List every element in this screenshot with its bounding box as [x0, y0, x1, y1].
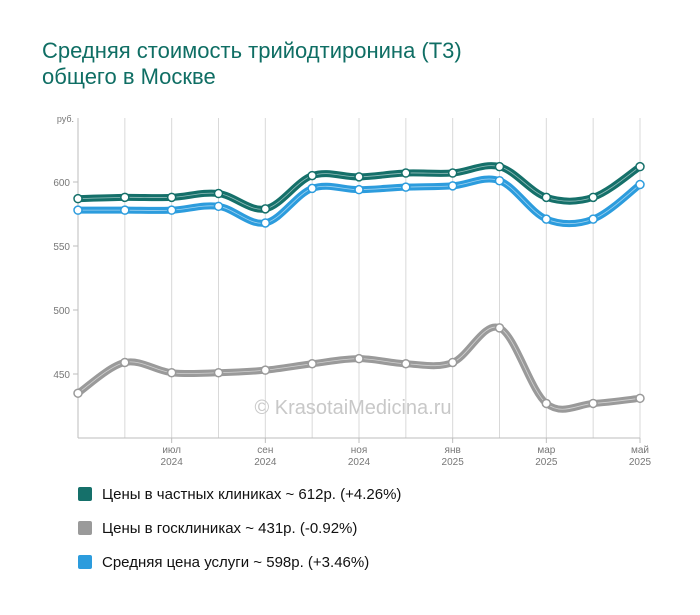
legend-label-public: Цены в госклиниках ~ 431р. (-0.92%)	[102, 519, 358, 537]
data-point-private	[588, 192, 598, 203]
y-tick-label: 500	[53, 306, 70, 317]
y-tick-label: 450	[53, 370, 70, 381]
data-point-private	[494, 161, 505, 172]
data-point-average	[494, 175, 505, 186]
data-point-public	[401, 359, 411, 369]
price-line-chart: 450500550600руб.июл2024сен2024ноя2024янв…	[53, 114, 652, 468]
data-point-average	[447, 181, 458, 191]
data-point-average	[354, 184, 364, 195]
legend-swatch-public	[78, 521, 92, 535]
legend-item-public[interactable]: Цены в госклиниках ~ 431р. (-0.92%)	[78, 518, 401, 538]
x-tick-month: мар	[537, 445, 555, 456]
x-tick-year: 2025	[535, 457, 558, 468]
x-tick-month: июл	[162, 445, 181, 456]
chart-legend: Цены в частных клиниках ~ 612р. (+4.26%)…	[78, 484, 401, 586]
data-point-public	[120, 357, 130, 368]
data-point-private	[401, 168, 411, 178]
legend-swatch-average	[78, 555, 92, 569]
data-point-private	[635, 161, 645, 172]
data-point-average	[635, 179, 645, 190]
data-point-public	[588, 398, 598, 409]
data-point-public	[635, 393, 645, 404]
data-point-private	[447, 168, 458, 178]
chart-title-line-2: общего в Москве	[42, 64, 216, 89]
data-point-private	[307, 170, 317, 181]
data-point-private	[260, 204, 271, 214]
data-point-public	[213, 367, 224, 378]
data-point-private	[166, 192, 177, 203]
data-point-public	[307, 359, 317, 369]
data-point-private	[354, 172, 364, 182]
data-point-private	[541, 192, 552, 203]
watermark-text: © KrasotaiMedicina.ru	[254, 397, 451, 419]
legend-label-private: Цены в частных клиниках ~ 612р. (+4.26%)	[102, 485, 402, 503]
legend-swatch-private	[78, 487, 92, 501]
y-tick-label: 600	[53, 178, 70, 189]
x-tick-month: май	[631, 445, 649, 456]
data-point-average	[213, 201, 224, 212]
legend-label-average: Средняя цена услуги ~ 598р. (+3.46%)	[102, 553, 370, 571]
data-point-average	[73, 205, 83, 215]
series-private	[73, 161, 645, 214]
chart-title: Средняя стоимость трийодтиронина (Т3) об…	[42, 38, 462, 90]
chart-title-line-1: Средняя стоимость трийодтиронина (Т3)	[42, 38, 462, 63]
data-point-average	[166, 205, 177, 215]
x-tick-year: 2025	[442, 457, 465, 468]
data-point-private	[213, 188, 224, 199]
x-tick-year: 2024	[254, 457, 277, 468]
data-point-average	[588, 214, 598, 224]
data-point-public	[541, 398, 552, 409]
x-tick-year: 2024	[348, 457, 371, 468]
series-public	[73, 323, 645, 413]
data-point-public	[166, 367, 177, 378]
data-point-average	[120, 205, 130, 215]
legend-item-average[interactable]: Средняя цена услуги ~ 598р. (+3.46%)	[78, 552, 401, 572]
data-point-public	[260, 365, 271, 375]
legend-item-private[interactable]: Цены в частных клиниках ~ 612р. (+4.26%)	[78, 484, 401, 504]
data-point-public	[73, 388, 83, 398]
y-tick-label: 550	[53, 242, 70, 253]
data-point-average	[260, 218, 271, 228]
data-point-private	[120, 192, 130, 203]
x-tick-month: янв	[445, 445, 461, 456]
data-point-public	[494, 323, 505, 333]
x-tick-year: 2025	[629, 457, 652, 468]
data-point-average	[401, 182, 411, 192]
data-point-average	[541, 214, 552, 224]
data-point-average	[307, 183, 317, 194]
y-axis-unit-label: руб.	[57, 114, 74, 124]
data-point-public	[447, 357, 458, 368]
x-tick-year: 2024	[161, 457, 184, 468]
data-point-public	[354, 353, 364, 364]
x-tick-month: ноя	[351, 445, 368, 456]
x-tick-month: сен	[257, 445, 273, 456]
data-point-private	[73, 193, 83, 204]
series-average	[73, 175, 645, 228]
